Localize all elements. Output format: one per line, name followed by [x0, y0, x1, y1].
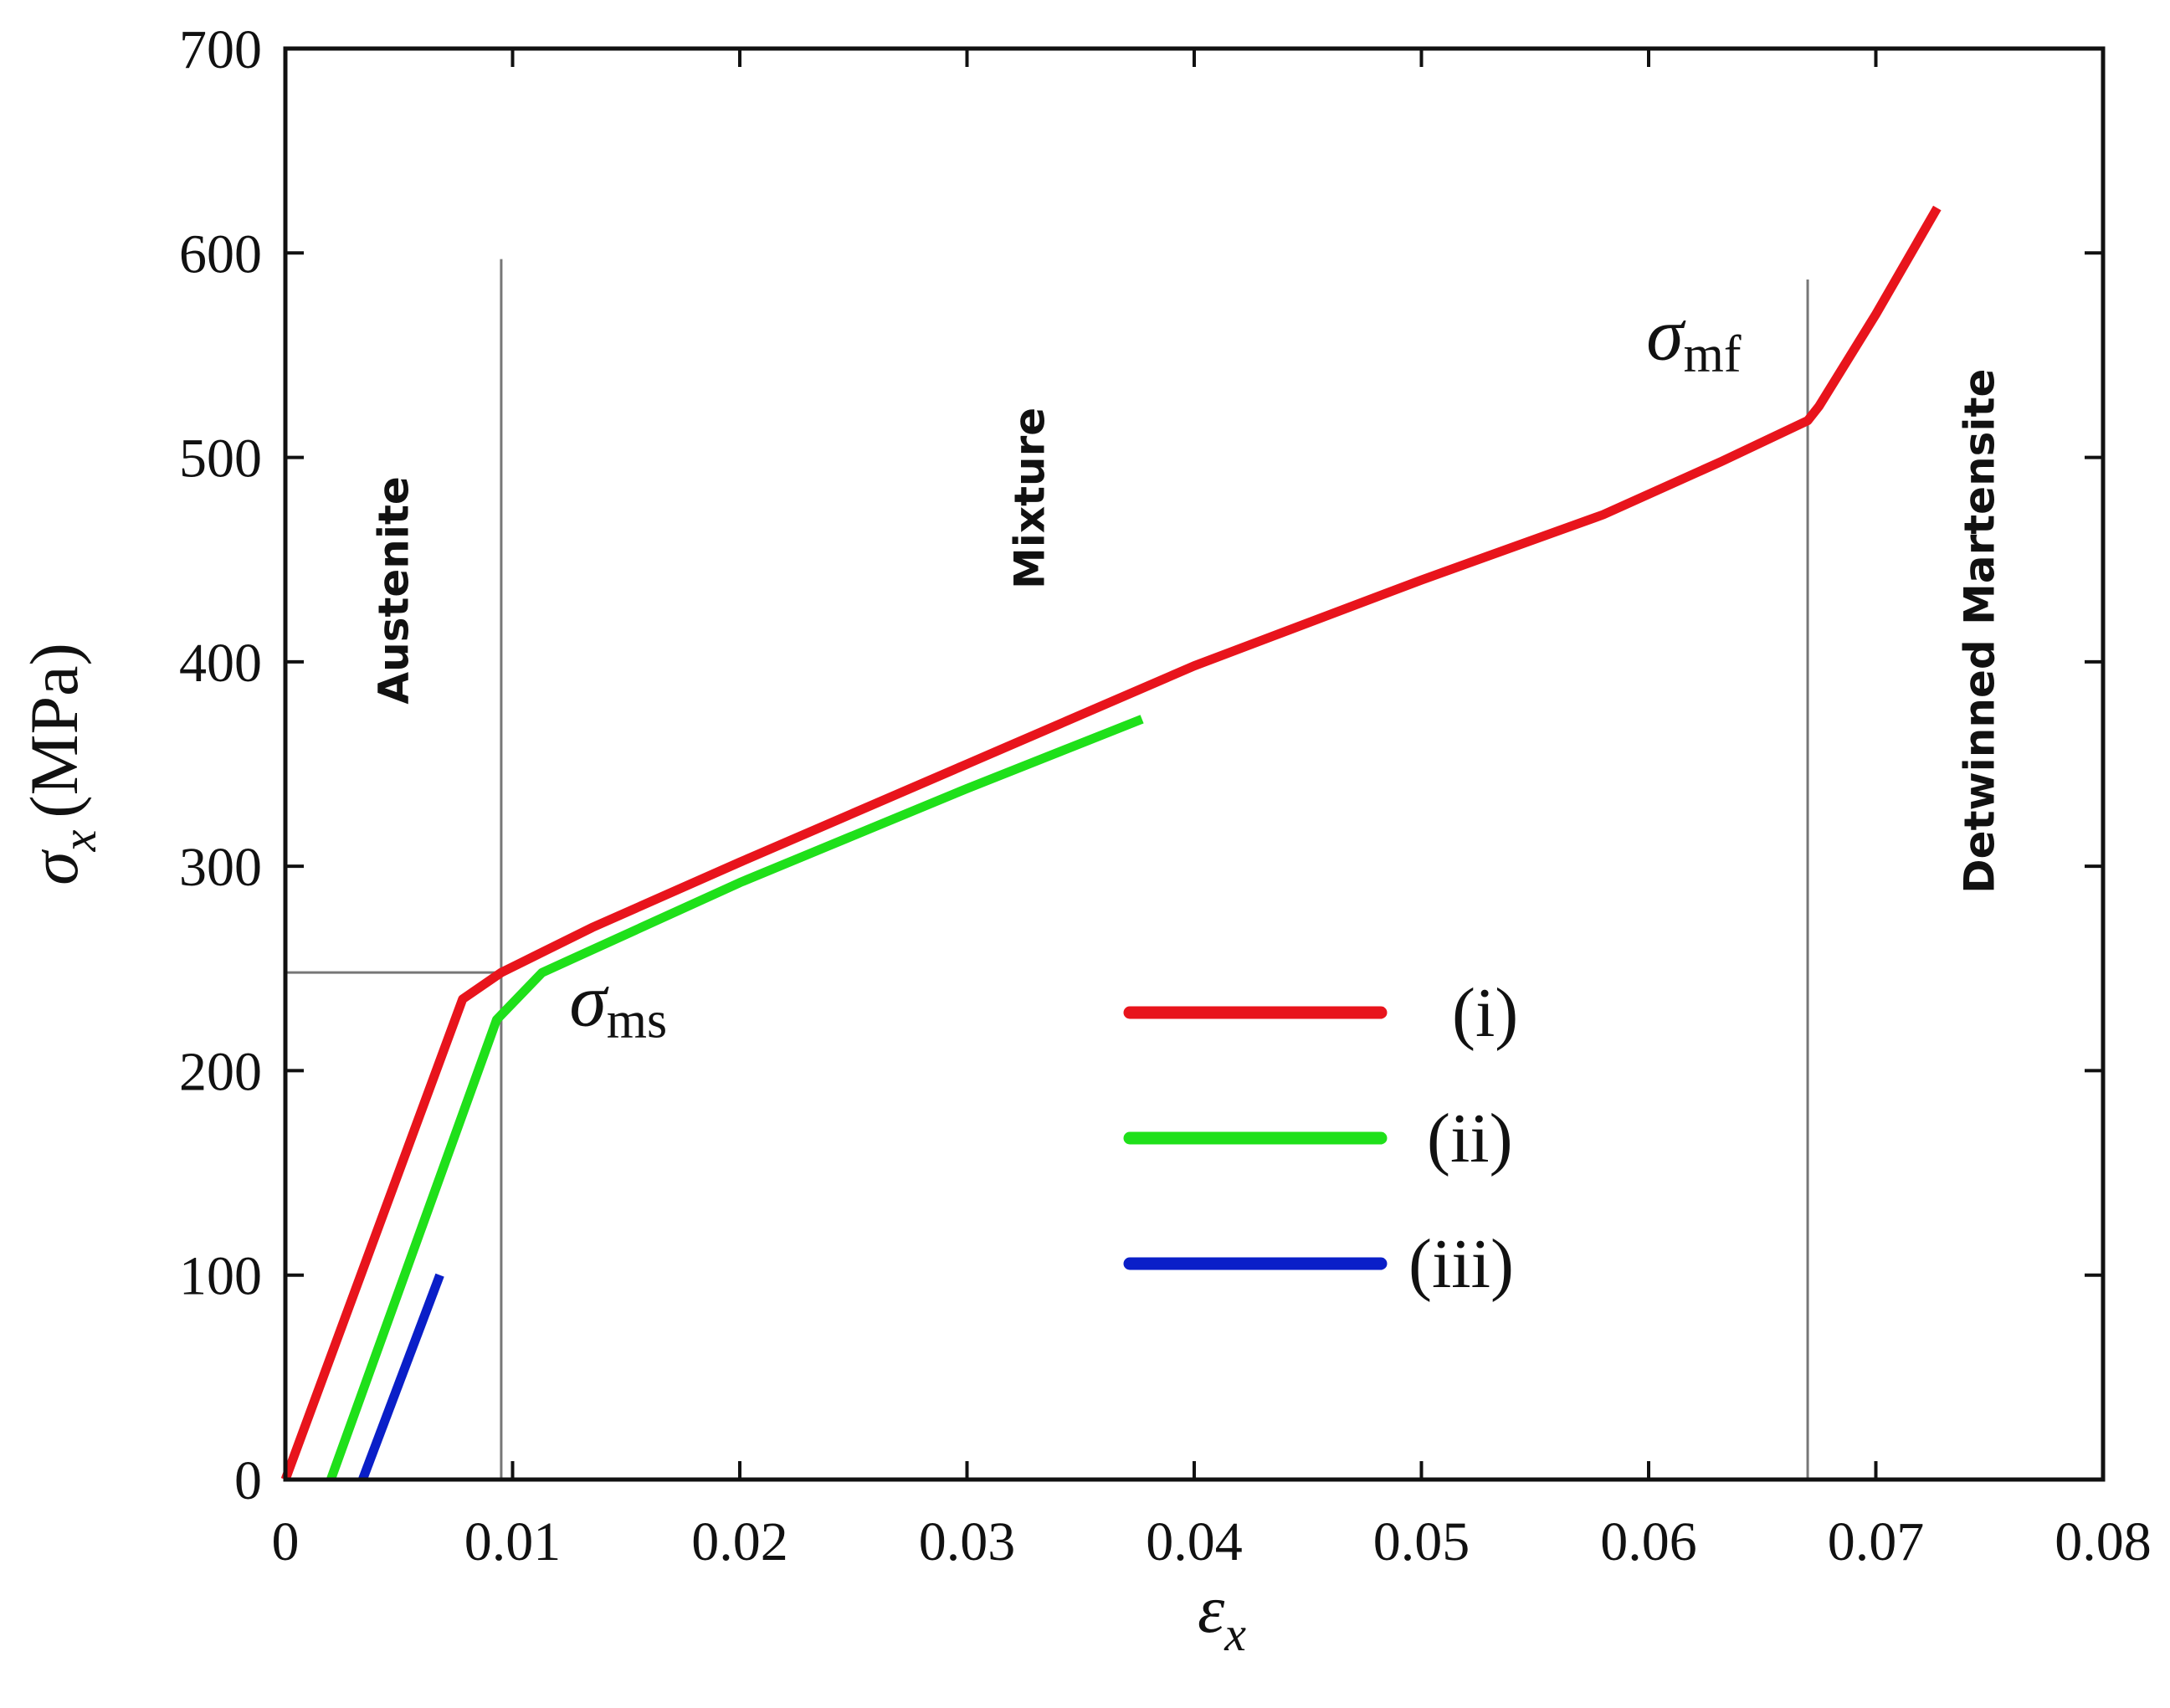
- text-labels: 0 0.01 0.02 0.03 0.04 0.05 0.06 0.07 0.08 0 100 200…: [179, 19, 2152, 1572]
- legend-label-i: (i): [1452, 974, 1518, 1052]
- annotation-subscript: mf: [1684, 326, 1742, 382]
- y-axis-symbol: σ: [16, 849, 92, 885]
- reference-lines: [285, 259, 1809, 1480]
- series-lines: [280, 205, 1942, 1481]
- y-axis-subscript: x: [52, 829, 106, 852]
- series-line-3: [358, 1273, 444, 1481]
- region-label-1: Mixture: [1006, 408, 1054, 589]
- series-line-1: [280, 205, 1942, 1481]
- x-tick-label: 0.03: [919, 1511, 1016, 1572]
- annotation-sigma-mf: σmf: [1646, 293, 1742, 382]
- y-tick-label: 400: [179, 633, 262, 694]
- series-line-2: [326, 715, 1144, 1481]
- region-label-2: Detwinned Martensite: [1956, 369, 2004, 894]
- x-axis-symbol: ε: [1198, 1571, 1225, 1647]
- x-tick-label: 0: [272, 1511, 300, 1572]
- legend-label-iii: (iii): [1408, 1225, 1514, 1303]
- y-tick-label: 600: [179, 223, 262, 285]
- y-tick-label: 300: [179, 837, 262, 898]
- y-axis-unit: (MPa): [16, 643, 92, 818]
- x-tick-label: 0.07: [1828, 1511, 1925, 1572]
- x-tick-label: 0.08: [2055, 1511, 2152, 1572]
- x-tick-label: 0.04: [1146, 1511, 1243, 1572]
- y-tick-label: 500: [179, 428, 262, 490]
- annotation-subscript: ms: [607, 992, 667, 1049]
- x-axis-subscript: x: [1224, 1607, 1246, 1661]
- x-tick-label: 0.05: [1373, 1511, 1470, 1572]
- y-tick-label: 200: [179, 1041, 262, 1102]
- y-tick-label: 100: [179, 1246, 262, 1307]
- y-tick-label: 0: [234, 1450, 262, 1511]
- x-tick-label: 0.06: [1600, 1511, 1697, 1572]
- annotation-sigma-ms: σms: [569, 960, 667, 1049]
- x-tick-label: 0.02: [691, 1511, 788, 1572]
- legend: (i) (ii) (iii): [1123, 974, 1518, 1303]
- annotation-symbol: σ: [569, 960, 609, 1043]
- legend-label-ii: (ii): [1427, 1100, 1513, 1177]
- annotation-symbol: σ: [1646, 293, 1686, 376]
- y-tick-label: 700: [179, 19, 262, 80]
- y-axis-title: σx (MPa): [16, 643, 106, 885]
- region-label-0: Austenite: [370, 476, 418, 704]
- x-axis-title: εx: [1198, 1571, 1246, 1661]
- axis-ticks: [284, 47, 2105, 1481]
- x-tick-label: 0.01: [464, 1511, 562, 1572]
